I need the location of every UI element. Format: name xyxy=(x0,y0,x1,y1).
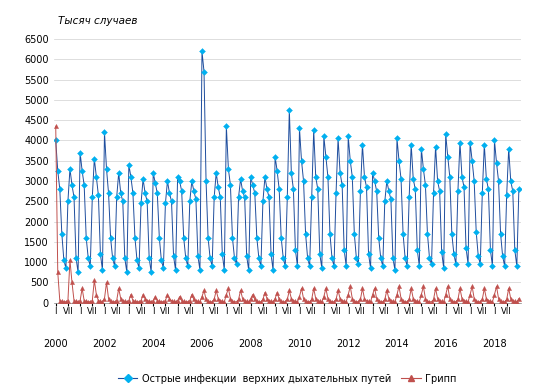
Text: 2000: 2000 xyxy=(43,339,68,349)
Text: 2018: 2018 xyxy=(482,339,507,349)
Грипп xyxy=(469,284,475,289)
Острые инфекции  верхних дыхательных путей xyxy=(471,179,477,184)
Text: Тысяч случаев: Тысяч случаев xyxy=(59,16,138,26)
Грипп xyxy=(331,300,337,304)
Грипп xyxy=(516,296,522,301)
Text: 2008: 2008 xyxy=(238,339,263,349)
Text: 2006: 2006 xyxy=(190,339,214,349)
Острые инфекции  верхних дыхательных путей xyxy=(335,136,342,141)
Text: 2002: 2002 xyxy=(92,339,117,349)
Text: 2012: 2012 xyxy=(336,339,361,349)
Острые инфекции  верхних дыхательных путей xyxy=(282,264,288,268)
Legend: Острые инфекции  верхних дыхательных путей, Грипп: Острые инфекции верхних дыхательных путе… xyxy=(114,370,461,388)
Грипп xyxy=(172,300,179,304)
Text: 2014: 2014 xyxy=(384,339,409,349)
Грипп xyxy=(280,300,286,304)
Line: Грипп: Грипп xyxy=(54,124,521,304)
Text: 2016: 2016 xyxy=(433,339,458,349)
Острые инфекции  верхних дыхательных путей xyxy=(333,191,339,196)
Острые инфекции  верхних дыхательных путей xyxy=(75,270,81,275)
Острые инфекции  верхних дыхательных путей xyxy=(516,187,522,191)
Text: 2004: 2004 xyxy=(141,339,165,349)
Острые инфекции  верхних дыхательных путей xyxy=(128,175,134,179)
Острые инфекции  верхних дыхательных путей xyxy=(172,268,179,272)
Line: Острые инфекции  верхних дыхательных путей: Острые инфекции верхних дыхательных путе… xyxy=(54,49,521,274)
Text: 2010: 2010 xyxy=(287,339,312,349)
Грипп xyxy=(128,292,134,297)
Грипп xyxy=(53,124,59,129)
Грипп xyxy=(61,300,67,304)
Грипп xyxy=(333,297,339,302)
Острые инфекции  верхних дыхательных путей xyxy=(53,138,59,143)
Острые инфекции  верхних дыхательных путей xyxy=(199,49,205,54)
